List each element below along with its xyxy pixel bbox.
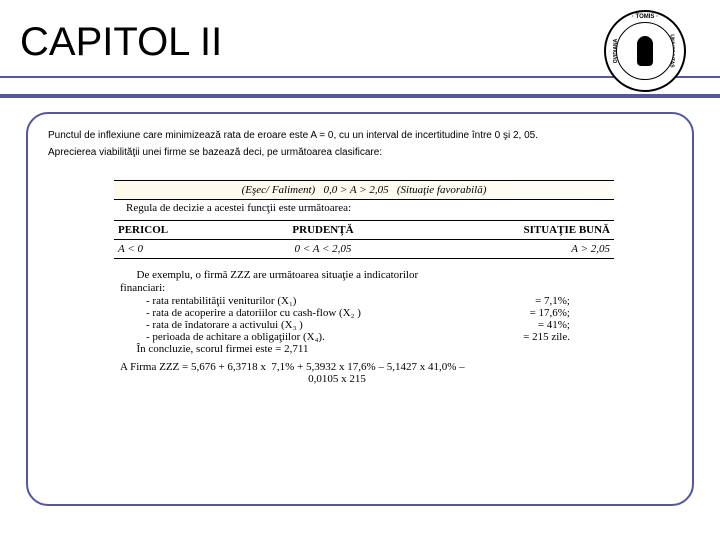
seal-figure-icon <box>637 36 653 66</box>
indicator-value: = 17,6%; <box>530 307 570 319</box>
intro-paragraph-2: Aprecierea viabilităţii unei firme se ba… <box>48 145 672 160</box>
indicator-row: - rata de îndatorare a activului (X₃ ) =… <box>120 319 608 331</box>
formula-line1: A Firma ZZZ = 5,676 + 6,3718 x 7,1% + 5,… <box>120 361 614 373</box>
cell-prudenta: 0 < A < 2,05 <box>245 240 401 259</box>
chapter-title: CAPITOL II <box>20 20 222 65</box>
example-block: De exemplu, o firmă ZZZ are următoarea s… <box>114 269 614 355</box>
indicator-row: - rata de acoperire a datoriilor cu cash… <box>120 307 608 319</box>
cell-situatie-buna: A > 2,05 <box>401 240 614 259</box>
indicator-label: - rata de acoperire a datoriilor cu cash… <box>146 307 361 319</box>
indicator-label: - perioada de achitare a obligaţiilor (X… <box>146 331 325 343</box>
classification-figure: (Eşec/ Faliment) 0,0 > A > 2,05 (Situaţi… <box>114 180 614 385</box>
indicator-label: - rata de îndatorare a activului (X₃ ) <box>146 319 303 331</box>
decision-rule-text: Regula de decizie a acestei funcţii este… <box>114 200 614 220</box>
table-row: A < 0 0 < A < 2,05 A > 2,05 <box>114 240 614 259</box>
intro-paragraph-1: Punctul de inflexiune care minimizează r… <box>48 128 672 143</box>
header-pericol: PERICOL <box>114 221 245 240</box>
intro-text: Punctul de inflexiune care minimizează r… <box>48 128 672 162</box>
formula-block: A Firma ZZZ = 5,676 + 6,3718 x 7,1% + 5,… <box>114 361 614 385</box>
formula-line2: 0,0105 x 215 <box>120 373 614 385</box>
indicator-label: - rata rentabilităţii veniturilor (X₁) <box>146 295 296 307</box>
indicator-value: = 7,1%; <box>535 295 570 307</box>
seal-inner-ring <box>616 22 674 80</box>
header-situatie-buna: SITUAŢIE BUNĂ <box>401 221 614 240</box>
cell-pericol: A < 0 <box>114 240 245 259</box>
indicator-row: - perioada de achitare a obligaţiilor (X… <box>120 331 608 343</box>
conclusion-line: În concluzie, scorul firmei este = 2,711 <box>120 343 608 355</box>
indicator-row: - rata rentabilităţii veniturilor (X₁) =… <box>120 295 608 307</box>
indicator-value: = 41%; <box>538 319 570 331</box>
example-intro-line1: De exemplu, o firmă ZZZ are următoarea s… <box>120 269 608 281</box>
classification-table: PERICOL PRUDENŢĂ SITUAŢIE BUNĂ A < 0 0 <… <box>114 220 614 259</box>
university-seal: · TOMIS · OVIDIANA UNIVERSITAS <box>604 10 686 92</box>
header-prudenta: PRUDENŢĂ <box>245 221 401 240</box>
indicator-value: = 215 zile. <box>523 331 570 343</box>
table-header-row: PERICOL PRUDENŢĂ SITUAŢIE BUNĂ <box>114 221 614 240</box>
seal-text-top: · TOMIS · <box>632 14 658 20</box>
example-intro-line2: financiari: <box>120 282 608 294</box>
interval-box: (Eşec/ Faliment) 0,0 > A > 2,05 (Situaţi… <box>114 180 614 200</box>
